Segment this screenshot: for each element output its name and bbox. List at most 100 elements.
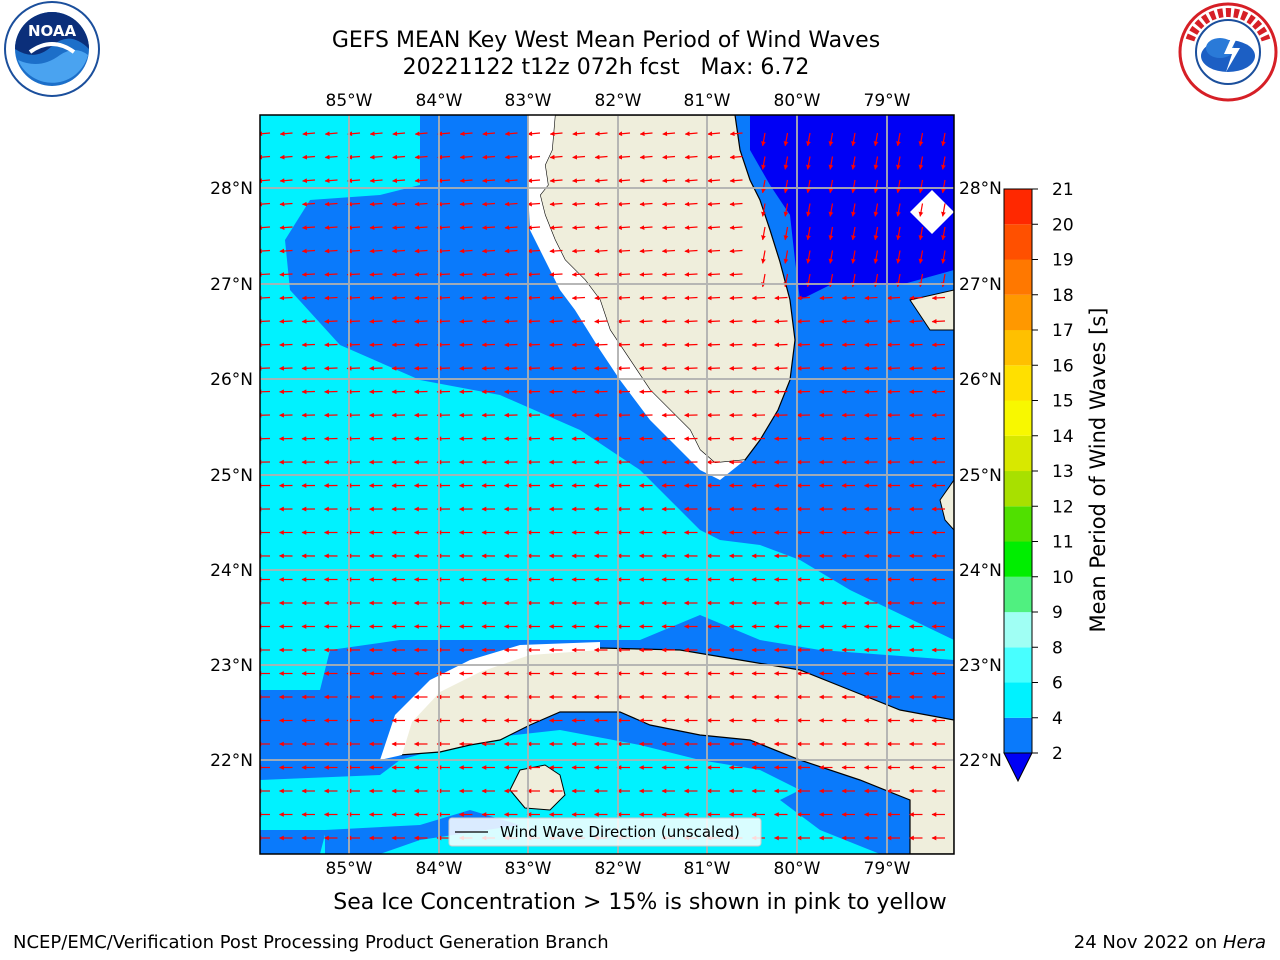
wind-arrow [482,178,496,184]
wind-arrow [369,319,383,324]
wind-arrow [260,272,271,277]
wind-arrow [751,295,766,301]
wind-arrow [783,179,789,194]
wind-arrow [260,225,271,230]
wind-arrow [616,272,631,277]
wind-arrow [729,319,743,324]
colorbar-tick-label: 4 [1052,709,1063,729]
wind-arrow [886,342,901,348]
wind-arrow [886,295,901,301]
wind-arrow [504,248,518,254]
chart-title-line2: 20221122 t12z 072h fcst Max: 6.72 [402,55,810,80]
wind-arrow [549,248,563,254]
wind-arrow [796,295,811,301]
wind-arrow [841,319,856,324]
colorbar-segment [1004,294,1032,331]
lat-label: 26°N [210,370,253,390]
wind-arrow [459,272,473,277]
wind-arrow [279,272,293,277]
colorbar-tick-label: 14 [1052,427,1074,447]
lat-label: 23°N [959,656,1002,676]
wind-arrow [392,201,406,207]
lon-label: 85°W [326,91,373,111]
wind-arrow [504,225,518,230]
wind-arrow [504,342,518,348]
footer-date: 24 Nov 2022 on Hera [1074,932,1266,953]
colorbar-segment [1004,541,1032,577]
wind-arrow [482,201,496,207]
wind-arrow [301,342,316,348]
wind-arrow [594,295,608,301]
wind-arrow [260,154,271,160]
wind-arrow [526,365,541,371]
wind-arrow [729,342,743,348]
wind-arrow [481,295,496,301]
wind-arrow [594,342,608,348]
wind-arrow [639,201,653,207]
wind-arrow [571,248,586,254]
wind-arrow [639,342,653,348]
wind-arrow [873,179,879,194]
wind-arrow [761,132,766,147]
wind-arrow [941,179,946,194]
bahamas-land-2 [939,479,954,531]
wind-arrow [324,342,338,348]
wind-arrow [639,225,653,230]
chart-title-line1: GEFS MEAN Key West Mean Period of Wind W… [331,28,881,53]
wind-arrow [549,225,563,230]
wind-arrow [549,131,563,137]
colorbar-tick-label: 8 [1052,638,1063,658]
wind-arrow [571,342,586,348]
wind-arrow [684,154,698,160]
wind-arrow [414,295,428,301]
wind-arrow [526,248,541,254]
wind-arrow [260,365,271,371]
colorbar-tick-label: 9 [1052,603,1063,623]
wind-arrow [841,295,856,301]
band-below-2 [750,115,954,300]
wind-arrow [260,131,271,137]
wind-arrow [841,365,856,371]
wind-arrow [886,319,901,324]
map-frame [259,114,955,855]
wind-arrow [459,178,473,184]
wind-arrow [302,178,316,184]
wind-arrow [684,365,698,371]
wind-arrow [819,319,833,324]
wind-arrow [324,201,338,207]
wind-arrow [369,272,383,277]
wind-arrow [527,201,541,207]
colorbar-tick-label: 19 [1052,251,1074,271]
wind-arrow [549,342,563,348]
wind-arrow [617,201,631,207]
wind-arrow [909,365,923,371]
wind-arrow [526,342,541,348]
wind-arrow [594,225,608,230]
wind-arrow [549,154,563,160]
wind-arrow [459,342,473,348]
footer-host: Hera [1222,932,1266,953]
wind-arrow [391,319,406,324]
wind-arrow [260,248,271,254]
wind-arrow [941,226,946,241]
wind-arrow [482,131,496,137]
lon-label: 84°W [416,859,463,879]
wind-arrow [324,131,338,137]
wind-arrow [851,250,856,264]
wind-arrow [896,250,901,264]
wind-arrow [684,131,698,137]
wind-arrow [761,226,766,241]
wind-arrow [301,272,316,277]
noaa-logo-text: NOAA [28,22,77,40]
wind-arrow [617,178,631,184]
wind-arrow [918,132,924,147]
lat-labels-left: 28°N 27°N 26°N 25°N 24°N 23°N 22°N [210,179,253,771]
wind-arrow [616,342,631,348]
colorbar-segment [1004,365,1032,401]
wind-arrow [918,179,924,194]
lat-label: 24°N [959,561,1002,581]
wind-arrow [774,365,788,371]
wind-arrow [707,131,721,137]
wind-arrow [639,248,653,254]
